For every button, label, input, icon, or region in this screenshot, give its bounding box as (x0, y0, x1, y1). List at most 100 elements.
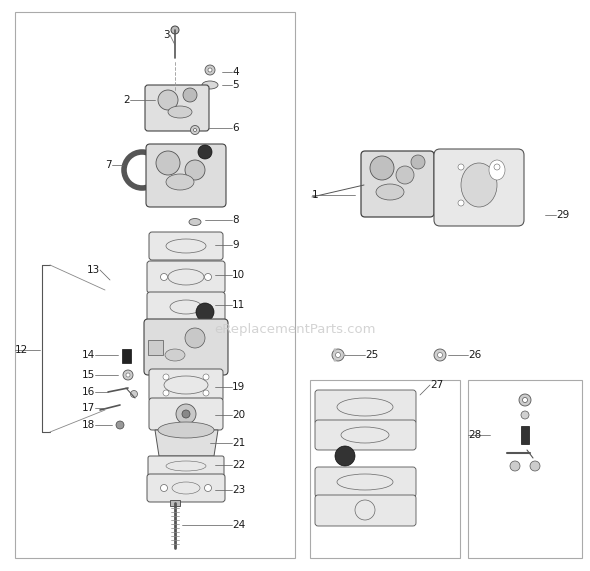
Circle shape (116, 421, 124, 429)
Text: 16: 16 (82, 387, 95, 397)
Ellipse shape (189, 219, 201, 226)
Text: 10: 10 (232, 270, 245, 280)
Text: 3: 3 (163, 30, 170, 40)
Bar (148, 340, 163, 355)
Circle shape (335, 446, 355, 466)
Text: 25: 25 (365, 350, 378, 360)
Text: 12: 12 (15, 345, 28, 355)
Bar (15, 12, 295, 558)
FancyBboxPatch shape (315, 390, 416, 424)
Ellipse shape (165, 349, 185, 361)
Circle shape (494, 164, 500, 170)
Ellipse shape (461, 163, 497, 207)
Circle shape (123, 370, 133, 380)
Ellipse shape (202, 81, 218, 89)
FancyBboxPatch shape (315, 467, 416, 497)
Ellipse shape (158, 422, 214, 438)
Text: 19: 19 (232, 382, 245, 392)
Text: 8: 8 (232, 215, 238, 225)
Text: 4: 4 (232, 67, 238, 77)
Circle shape (523, 397, 527, 403)
FancyBboxPatch shape (361, 151, 434, 217)
Text: 11: 11 (232, 300, 245, 310)
Circle shape (411, 155, 425, 169)
Circle shape (196, 303, 214, 321)
Circle shape (521, 411, 529, 419)
Text: 28: 28 (468, 430, 481, 440)
Circle shape (126, 373, 130, 377)
Circle shape (343, 353, 346, 356)
Text: 2: 2 (123, 95, 130, 105)
Text: 24: 24 (232, 520, 245, 530)
Circle shape (370, 156, 394, 180)
Text: 15: 15 (82, 370, 95, 380)
Circle shape (519, 394, 531, 406)
Text: 26: 26 (468, 350, 481, 360)
Text: 7: 7 (106, 160, 112, 170)
Text: 20: 20 (232, 410, 245, 420)
Circle shape (130, 391, 137, 397)
Circle shape (158, 90, 178, 110)
Text: 9: 9 (232, 240, 238, 250)
Text: 6: 6 (232, 123, 238, 133)
Circle shape (203, 374, 209, 380)
Text: 22: 22 (232, 460, 245, 470)
FancyBboxPatch shape (145, 85, 209, 131)
Bar (468, 380, 582, 558)
Ellipse shape (489, 160, 505, 180)
Circle shape (396, 166, 414, 184)
Circle shape (163, 374, 169, 380)
Circle shape (434, 349, 446, 361)
FancyBboxPatch shape (434, 149, 524, 226)
Circle shape (333, 359, 336, 361)
FancyBboxPatch shape (149, 232, 223, 260)
Circle shape (182, 410, 190, 418)
Text: 1: 1 (312, 190, 319, 200)
Bar (122, 349, 131, 363)
Polygon shape (155, 430, 218, 456)
Text: 21: 21 (232, 438, 245, 448)
FancyBboxPatch shape (149, 398, 223, 430)
FancyBboxPatch shape (147, 292, 225, 322)
Circle shape (333, 348, 336, 351)
Circle shape (160, 274, 168, 280)
Circle shape (205, 65, 215, 75)
Circle shape (332, 349, 344, 361)
Circle shape (203, 390, 209, 396)
Circle shape (205, 274, 211, 280)
Bar (310, 380, 460, 558)
Circle shape (510, 461, 520, 471)
Text: 17: 17 (82, 403, 95, 413)
Circle shape (171, 26, 179, 34)
FancyBboxPatch shape (147, 261, 225, 293)
Circle shape (156, 151, 180, 175)
FancyBboxPatch shape (315, 420, 416, 450)
Circle shape (194, 128, 196, 131)
Circle shape (208, 68, 212, 72)
Text: 5: 5 (232, 80, 238, 90)
Circle shape (458, 164, 464, 170)
Circle shape (205, 485, 211, 492)
Text: 23: 23 (232, 485, 245, 495)
Circle shape (183, 88, 197, 102)
Bar (521, 426, 529, 444)
Circle shape (185, 160, 205, 180)
Circle shape (191, 126, 199, 135)
Bar (170, 500, 180, 506)
Text: 29: 29 (556, 210, 569, 220)
Text: 13: 13 (87, 265, 100, 275)
Circle shape (336, 352, 340, 357)
FancyBboxPatch shape (149, 369, 223, 401)
Circle shape (458, 200, 464, 206)
Ellipse shape (376, 184, 404, 200)
FancyBboxPatch shape (147, 474, 225, 502)
Circle shape (530, 461, 540, 471)
FancyBboxPatch shape (146, 144, 226, 207)
Circle shape (160, 485, 168, 492)
Text: 18: 18 (82, 420, 95, 430)
Text: 27: 27 (430, 380, 443, 390)
Circle shape (176, 404, 196, 424)
Circle shape (438, 352, 442, 357)
Text: eReplacementParts.com: eReplacementParts.com (214, 324, 376, 336)
Circle shape (198, 145, 212, 159)
